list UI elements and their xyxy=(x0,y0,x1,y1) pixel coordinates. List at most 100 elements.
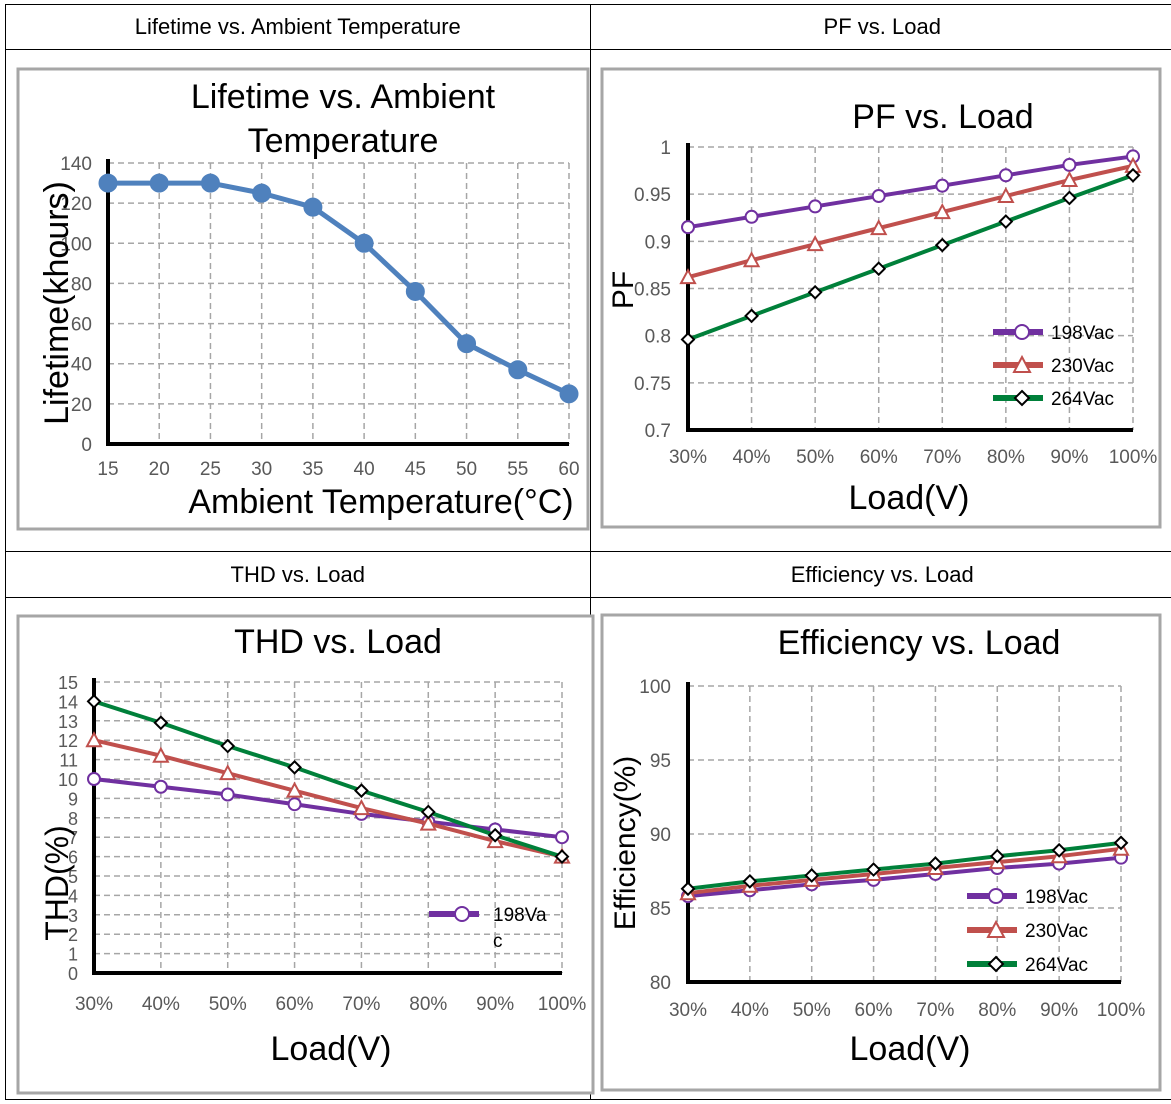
y-tick-label: 95 xyxy=(649,751,670,772)
data-point xyxy=(405,282,425,302)
chart-frame xyxy=(16,614,595,1095)
x-tick-label: 90% xyxy=(1040,1000,1078,1021)
data-point xyxy=(744,210,759,225)
x-tick-label: 90% xyxy=(1050,447,1088,468)
series-line-3 xyxy=(86,693,570,864)
tick-labels: 0 20 40 60 80 100 120 140 15 20 25 30 35 40 45 50 55 60 xyxy=(60,154,579,480)
data-point xyxy=(555,830,569,845)
data-point xyxy=(1061,158,1076,173)
data-point xyxy=(303,198,323,218)
x-tick-label: 50 xyxy=(456,459,477,480)
x-tick-label: 60 xyxy=(558,459,579,480)
y-tick-label: 15 xyxy=(58,673,78,693)
x-tick-label: 55 xyxy=(507,459,528,480)
legend-marker xyxy=(985,919,1006,938)
x-tick-label: 30% xyxy=(75,994,113,1015)
x-tick-label: 40 xyxy=(354,459,375,480)
chart-title: Efficiency vs. Load xyxy=(777,624,1060,662)
legend-label: 198Va xyxy=(493,905,547,926)
y-tick-label: 90 xyxy=(649,825,670,846)
data-point xyxy=(807,199,822,214)
y-tick-label: 85 xyxy=(649,899,670,920)
y-tick-label: 3 xyxy=(68,906,78,926)
y-tick-label: 9 xyxy=(68,789,78,809)
x-tick-label: 40% xyxy=(730,1000,768,1021)
cell-thd: 0 1 2 3 4 5 6 7 8 9 10 11 12 13 14 15 30% 40% 50% 60% 70% 80%… xyxy=(5,596,595,1101)
legend-label: 230Vac xyxy=(1025,921,1088,942)
legend-label: 230Vac xyxy=(1051,356,1114,377)
series-230vac xyxy=(678,157,1142,285)
tick-labels: 0.7 0.75 0.8 0.85 0.9 0.95 1 30% 40% 50% 60% 70% 80%… xyxy=(634,138,1157,468)
legend-marker xyxy=(987,955,1004,973)
series-line xyxy=(93,699,563,859)
chart-table: Lifetime vs. Ambient Temperature PF vs. … xyxy=(5,3,1171,1101)
y-tick-label: 13 xyxy=(58,712,78,732)
header-thd: THD vs. Load xyxy=(5,551,591,598)
data-point xyxy=(1125,168,1140,184)
x-tick-label: 25 xyxy=(200,459,221,480)
data-point xyxy=(200,173,220,193)
legend-marker xyxy=(454,905,470,922)
legend: 198Vac 230Vac 264Vac xyxy=(992,323,1114,410)
y-axis-label: Lifetime(khours) xyxy=(38,181,76,425)
y-tick-label: 80 xyxy=(649,973,670,994)
cell-pf: 0.7 0.75 0.8 0.85 0.9 0.95 1 30% 40% 50% 60% 70% 80%… xyxy=(589,49,1171,553)
data-point xyxy=(678,268,697,285)
series-line xyxy=(93,776,563,840)
y-tick-label: 40 xyxy=(71,355,92,376)
series-line xyxy=(687,154,1133,230)
x-tick-label: 60% xyxy=(276,994,314,1015)
y-axis-label: Efficiency(%) xyxy=(609,756,642,931)
data-point xyxy=(219,763,237,781)
data-point xyxy=(220,738,236,754)
data-point xyxy=(508,360,528,380)
x-tick-label: 30 xyxy=(251,459,272,480)
y-axis-label: PF xyxy=(607,271,640,309)
x-tick-label: 100% xyxy=(1108,447,1157,468)
header-pf: PF vs. Load xyxy=(589,3,1171,51)
y-tick-label: 0.95 xyxy=(634,186,671,207)
series-line xyxy=(687,846,1121,896)
data-point xyxy=(287,797,302,812)
efficiency-chart: 80 85 90 95 100 30% 40% 50% 60% 70% 80% 90% 100% Effi… xyxy=(600,613,1161,1092)
data-point xyxy=(354,783,369,798)
data-point xyxy=(741,873,757,889)
series-line xyxy=(93,738,563,859)
legend: 198Va c xyxy=(429,905,547,952)
y-axis-label: THD(%) xyxy=(39,825,75,941)
legend-marker xyxy=(987,887,1004,904)
x-axis-label: Load(V) xyxy=(271,1030,392,1068)
data-point xyxy=(680,332,695,348)
x-tick-label: 60% xyxy=(859,447,897,468)
y-tick-label: 100 xyxy=(639,677,671,698)
y-tick-label: 0.75 xyxy=(634,374,671,395)
data-point xyxy=(805,235,824,252)
pf-chart: 0.7 0.75 0.8 0.85 0.9 0.95 1 30% 40% 50% 60% 70% 80%… xyxy=(600,67,1161,529)
data-point xyxy=(743,308,759,324)
data-point xyxy=(420,804,436,820)
series-line xyxy=(687,840,1121,891)
x-tick-label: 50% xyxy=(792,1000,830,1021)
legend-label: 264Vac xyxy=(1025,955,1088,976)
y-tick-label: 0.9 xyxy=(644,233,670,254)
y-tick-label: 12 xyxy=(58,731,78,751)
chart-title: THD vs. Load xyxy=(234,623,442,661)
data-point xyxy=(86,693,102,709)
x-axis-label: Ambient Temperature(°C) xyxy=(188,483,573,521)
legend-marker xyxy=(1011,355,1032,374)
y-tick-label: 1 xyxy=(660,138,671,159)
y-tick-label: 11 xyxy=(59,750,78,770)
data-point xyxy=(149,173,169,193)
data-point xyxy=(85,730,103,748)
data-point xyxy=(927,856,943,871)
data-point xyxy=(996,187,1015,204)
series-264vac xyxy=(680,835,1128,897)
series-264vac xyxy=(680,168,1140,348)
data-point xyxy=(742,251,760,268)
data-point xyxy=(354,234,374,254)
cell-lifetime: 0 20 40 60 80 100 120 140 15 20 25 30 35 40 45 50 55 60 Li… xyxy=(5,49,591,553)
legend-marker xyxy=(1013,324,1030,341)
y-tick-label: 60 xyxy=(71,315,92,336)
y-tick-label: 0 xyxy=(68,964,78,984)
